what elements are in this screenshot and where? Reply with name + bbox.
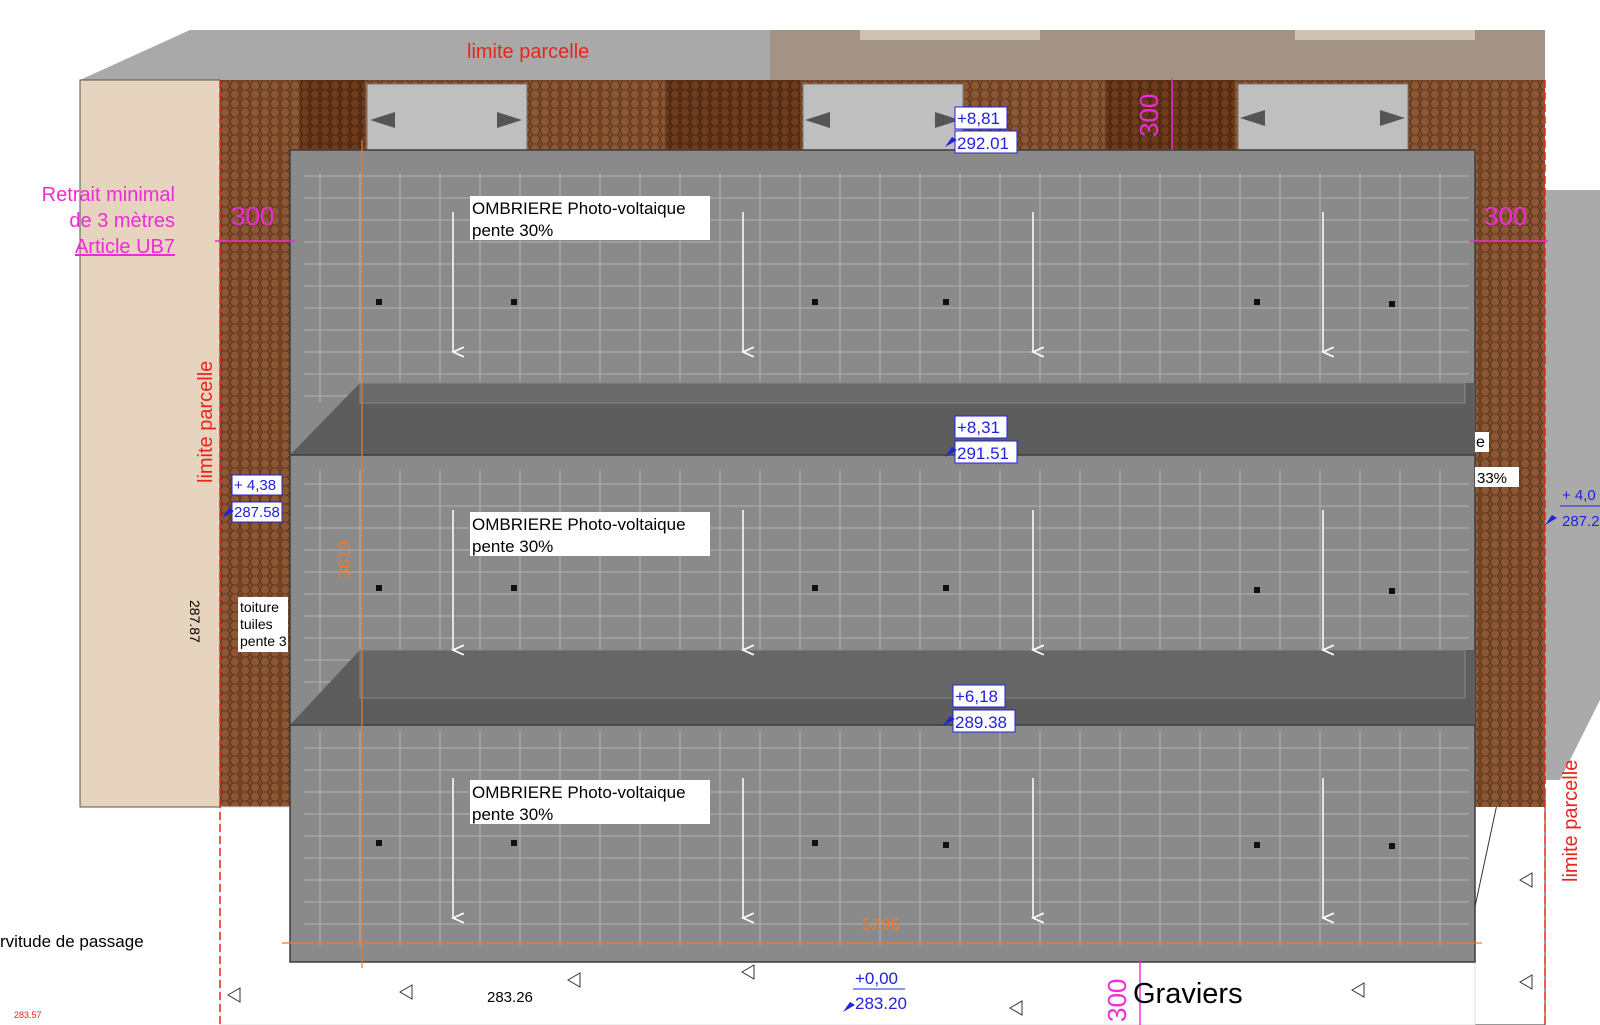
elevation-top: +6,18 xyxy=(955,687,998,706)
panel-slope: pente 30% xyxy=(472,221,553,240)
partial-label-e: e xyxy=(1476,434,1485,451)
panel-label-2: OMBRIERE Photo-voltaique pente 30% xyxy=(470,512,710,556)
neighbour-roof-ridge xyxy=(860,30,1040,40)
elevation-bottom: 283.20 xyxy=(855,994,907,1013)
roof-tiles-dark xyxy=(300,80,365,150)
canopy-panel-2 xyxy=(289,454,1476,726)
elevation-bottom: 292.01 xyxy=(957,134,1009,153)
panel-slope: pente 30% xyxy=(472,805,553,824)
elevation-bottom: 289.38 xyxy=(955,713,1007,732)
support-posts xyxy=(376,299,1395,849)
setback-note-line2: de 3 mètres xyxy=(69,210,175,232)
neighbour-roof-right-side xyxy=(1545,190,1600,780)
elevation-top: + 4,38 xyxy=(234,477,276,494)
elevation-tag-1: +8,81 292.01 xyxy=(945,106,1018,154)
setback-left: 300 xyxy=(231,201,274,231)
panel-label-1: OMBRIERE Photo-voltaique pente 30% xyxy=(470,196,710,240)
setback-top: 300 xyxy=(1134,94,1164,137)
roof-tiles-dark xyxy=(665,80,800,150)
neighbour-roof-right xyxy=(770,30,1545,80)
roof-tiles-left xyxy=(220,80,300,807)
roof-tiles-dark xyxy=(1105,80,1235,150)
gray-triangle xyxy=(1240,110,1265,126)
gray-triangle xyxy=(805,112,830,128)
partial-label-slope: 33% xyxy=(1477,470,1507,487)
elevation-top: +0,00 xyxy=(855,969,898,988)
road-wedge xyxy=(1469,789,1546,1025)
panel-title: OMBRIERE Photo-voltaique xyxy=(472,783,686,802)
elevation-tag-5: + 4,38 287.58 xyxy=(222,474,283,523)
canopy-panel-1 xyxy=(289,149,1476,456)
setback-bottom: 300 xyxy=(1102,979,1132,1022)
setback-right: 300 xyxy=(1484,201,1527,231)
parcel-limit-lines xyxy=(219,80,1546,1025)
parcel-limit-left: limite parcelle xyxy=(195,361,217,483)
elevation-top: +8,81 xyxy=(957,109,1000,128)
parcel-limit-top: limite parcelle xyxy=(467,41,589,63)
roof-tiles-label-line2: tuiles xyxy=(240,616,273,632)
gravel-markers xyxy=(227,872,1533,1016)
gray-triangle xyxy=(1380,110,1405,126)
dimension-total-height: 3619 xyxy=(335,540,354,578)
gravel-label: Graviers xyxy=(1133,978,1243,1010)
setback-note-line1: Retrait minimal xyxy=(42,184,175,206)
setback-markers xyxy=(215,78,1548,1025)
elevation-bottom: 287.2 xyxy=(1562,513,1600,530)
slope-arrows xyxy=(450,212,1335,924)
elevation-tag-4: +0,00 283.20 xyxy=(843,969,907,1013)
elevation-283-26: 283.26 xyxy=(487,989,533,1006)
canopy-panel-3 xyxy=(289,724,1476,963)
panel-title: OMBRIERE Photo-voltaique xyxy=(472,199,686,218)
neighbour-roof-left xyxy=(80,30,770,80)
dimension-lines xyxy=(282,140,1482,968)
elevation-top: + 4,0 xyxy=(1562,487,1596,504)
gray-triangle xyxy=(935,112,960,128)
gray-triangle xyxy=(497,112,522,128)
elevation-bottom: 287.58 xyxy=(234,504,280,521)
elevation-bottom: 291.51 xyxy=(957,444,1009,463)
neighbour-roof-ridge xyxy=(1295,30,1475,40)
roof-tiles-label-line3: pente 3 xyxy=(240,633,287,649)
elevation-tag-6: + 4,0 287.2 xyxy=(1545,487,1600,530)
elevation-tag-2: +8,31 291.51 xyxy=(945,415,1018,464)
concrete-block xyxy=(1237,83,1409,151)
servitude-label: rvitude de passage xyxy=(0,932,144,951)
elevation-tag-3: +6,18 289.38 xyxy=(943,684,1016,733)
parcel-limit-right: limite parcelle xyxy=(1560,760,1582,882)
gray-triangle xyxy=(370,112,395,128)
panel-label-3: OMBRIERE Photo-voltaique pente 30% xyxy=(470,780,710,824)
elevation-287-87: 287.87 xyxy=(187,600,203,643)
elevation-top: +8,31 xyxy=(957,418,1000,437)
panel-title: OMBRIERE Photo-voltaique xyxy=(472,515,686,534)
panel-slope: pente 30% xyxy=(472,537,553,556)
setback-note-line3: Article UB7 xyxy=(75,236,175,258)
elevation-283-57: 283.57 xyxy=(14,1010,42,1020)
roof-tiles-label-line1: toiture xyxy=(240,599,279,615)
dimension-total-width: 5296 xyxy=(862,915,900,934)
